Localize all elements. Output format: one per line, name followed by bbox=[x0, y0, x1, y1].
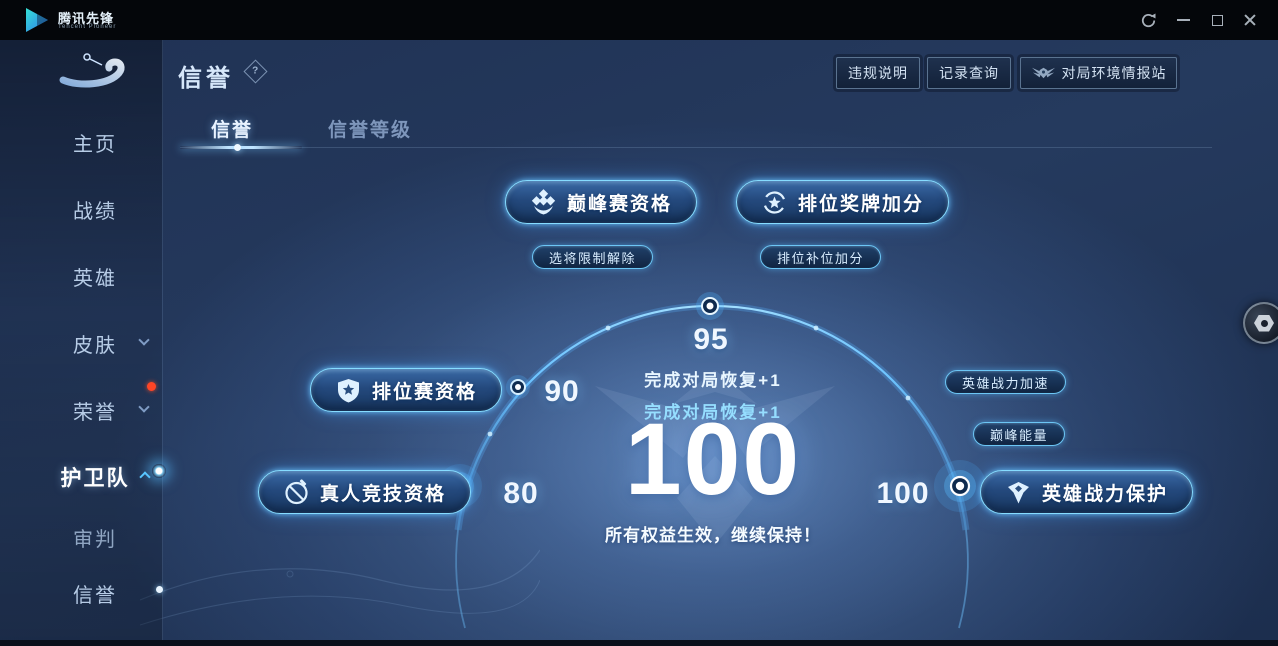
close-icon bbox=[1243, 13, 1257, 27]
sidebar: 主页 战绩 英雄 皮肤 荣誉 护卫队 审判 信誉 bbox=[0, 40, 163, 640]
tab-credit[interactable]: 信誉 bbox=[211, 120, 254, 141]
floating-assistant-button[interactable] bbox=[1243, 302, 1278, 344]
maximize-icon bbox=[1211, 14, 1223, 26]
pick-limit-lift-button[interactable]: 选将限制解除 bbox=[532, 245, 654, 269]
refresh-button[interactable] bbox=[1134, 6, 1162, 34]
credit-score: 100 bbox=[624, 402, 802, 516]
gauge-tick-90: 90 bbox=[544, 375, 580, 408]
recovery-line-1: 完成对局恢复+1 bbox=[644, 371, 782, 390]
sidebar-item-honor[interactable]: 荣誉 bbox=[73, 402, 117, 424]
gauge-node-100 bbox=[934, 460, 986, 512]
tab-credit-level[interactable]: 信誉等级 bbox=[328, 120, 413, 141]
rank-match-button[interactable]: 排位赛资格 bbox=[310, 368, 503, 412]
page-title: 信誉 bbox=[178, 65, 234, 92]
sidebar-item-guard-team[interactable]: 护卫队 bbox=[60, 467, 130, 490]
tab-indicator bbox=[180, 146, 302, 149]
rank-medal-bonus-button[interactable]: 排位奖牌加分 bbox=[736, 180, 950, 224]
violation-info-button[interactable]: 违规说明 bbox=[836, 57, 920, 89]
sidebar-active-orb bbox=[152, 464, 166, 478]
refresh-icon bbox=[1141, 13, 1155, 27]
app-name: 腾讯先锋 bbox=[58, 11, 115, 26]
shield-star-icon bbox=[338, 378, 359, 402]
app-subtitle: Tencent Pioneer bbox=[58, 24, 117, 30]
notification-dot bbox=[147, 382, 156, 391]
sidebar-item-credit[interactable]: 信誉 bbox=[73, 585, 117, 607]
sidebar-item-home[interactable]: 主页 bbox=[73, 134, 117, 156]
sidebar-item-judgement[interactable]: 审判 bbox=[73, 529, 117, 551]
rank-fill-bonus-button[interactable]: 排位补位加分 bbox=[760, 245, 882, 269]
content-area: 主页 战绩 英雄 皮肤 荣誉 护卫队 审判 信誉 信誉 ? 违规说明 记录查询 … bbox=[0, 40, 1278, 640]
tabs-divider bbox=[180, 147, 1212, 148]
bottom-bar bbox=[0, 640, 1278, 646]
tab-indicator-dot bbox=[234, 144, 241, 151]
titlebar: 腾讯先锋 Tencent Pioneer bbox=[0, 0, 1278, 40]
hero-power-protect-button[interactable]: 英雄战力保护 bbox=[980, 470, 1194, 514]
hero-power-boost-button[interactable]: 英雄战力加速 bbox=[945, 370, 1067, 394]
status-text: 所有权益生效，继续保持！ bbox=[605, 526, 821, 545]
sidebar-logo-icon bbox=[55, 50, 133, 97]
maximize-button[interactable] bbox=[1203, 6, 1231, 34]
minimize-icon bbox=[1176, 19, 1190, 21]
wing-badge-icon bbox=[1031, 67, 1055, 78]
hexagon-icon bbox=[1254, 314, 1274, 332]
help-icon[interactable]: ? bbox=[243, 59, 268, 84]
record-query-button[interactable]: 记录查询 bbox=[927, 57, 1011, 89]
match-env-report-button[interactable]: 对局环境情报站 bbox=[1020, 57, 1177, 89]
peak-energy-button[interactable]: 巅峰能量 bbox=[973, 422, 1066, 446]
peak-match-button[interactable]: 巅峰赛资格 bbox=[505, 180, 698, 224]
wave-decoration bbox=[140, 549, 540, 626]
recovery-line-2: 完成对局恢复+1 bbox=[644, 403, 782, 422]
gauge-node-95 bbox=[696, 292, 724, 320]
app-logo-icon bbox=[22, 6, 52, 39]
minimize-button[interactable] bbox=[1169, 6, 1197, 34]
close-button[interactable] bbox=[1236, 6, 1264, 34]
gauge-tick-100: 100 bbox=[876, 477, 930, 510]
sidebar-item-skin[interactable]: 皮肤 bbox=[73, 335, 117, 357]
sidebar-item-battle-record[interactable]: 战绩 bbox=[73, 201, 117, 223]
sword-ban-icon bbox=[285, 478, 308, 504]
human-pvp-button[interactable]: 真人竞技资格 bbox=[258, 470, 472, 514]
sidebar-credit-dot bbox=[156, 586, 163, 593]
gauge-tick-95: 95 bbox=[693, 323, 729, 356]
shield-protect-icon bbox=[1008, 481, 1029, 503]
diamond-cluster-icon bbox=[531, 188, 556, 214]
gauge-tick-80: 80 bbox=[503, 477, 539, 510]
sidebar-item-hero[interactable]: 英雄 bbox=[73, 268, 117, 290]
gauge-node-90 bbox=[506, 375, 530, 399]
star-cycle-icon bbox=[763, 190, 786, 214]
